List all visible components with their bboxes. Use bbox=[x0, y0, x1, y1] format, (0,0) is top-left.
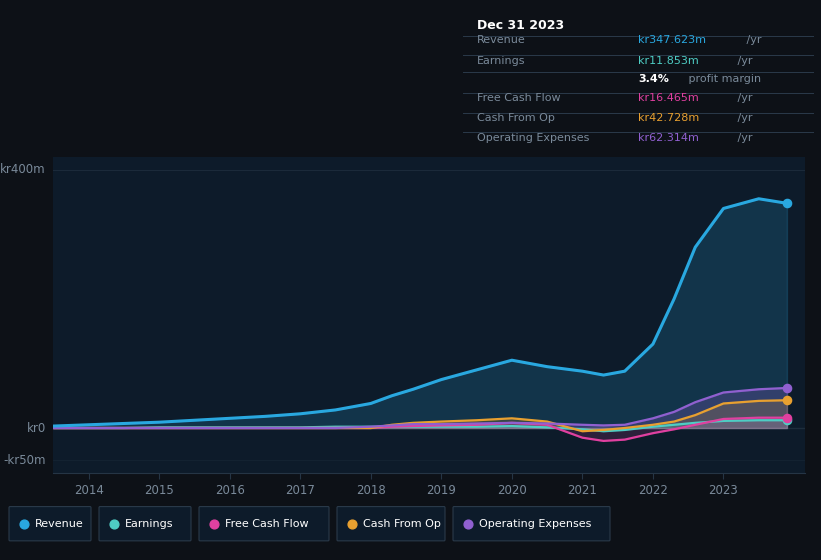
Text: Revenue: Revenue bbox=[477, 35, 525, 45]
Text: Free Cash Flow: Free Cash Flow bbox=[477, 94, 561, 104]
Text: kr62.314m: kr62.314m bbox=[639, 133, 699, 143]
Point bbox=[781, 413, 794, 422]
Text: Dec 31 2023: Dec 31 2023 bbox=[477, 19, 564, 32]
Text: Revenue: Revenue bbox=[35, 519, 84, 529]
Text: Earnings: Earnings bbox=[125, 519, 173, 529]
Text: kr16.465m: kr16.465m bbox=[639, 94, 699, 104]
Text: kr400m: kr400m bbox=[0, 163, 46, 176]
Text: Earnings: Earnings bbox=[477, 57, 525, 66]
Text: /yr: /yr bbox=[734, 113, 752, 123]
Point bbox=[346, 519, 359, 528]
Point bbox=[781, 199, 794, 208]
Point bbox=[208, 519, 221, 528]
Point bbox=[781, 396, 794, 405]
Text: /yr: /yr bbox=[734, 94, 752, 104]
Text: /yr: /yr bbox=[734, 57, 752, 66]
Text: /yr: /yr bbox=[744, 35, 762, 45]
Text: Cash From Op: Cash From Op bbox=[363, 519, 441, 529]
Text: kr347.623m: kr347.623m bbox=[639, 35, 706, 45]
Text: Operating Expenses: Operating Expenses bbox=[477, 133, 589, 143]
Text: profit margin: profit margin bbox=[685, 74, 761, 83]
Text: Cash From Op: Cash From Op bbox=[477, 113, 555, 123]
Point bbox=[17, 519, 30, 528]
Point bbox=[781, 416, 794, 424]
Point bbox=[781, 384, 794, 393]
Text: Operating Expenses: Operating Expenses bbox=[479, 519, 591, 529]
FancyBboxPatch shape bbox=[199, 507, 329, 541]
FancyBboxPatch shape bbox=[99, 507, 191, 541]
FancyBboxPatch shape bbox=[337, 507, 445, 541]
Text: -kr50m: -kr50m bbox=[3, 454, 46, 467]
FancyBboxPatch shape bbox=[9, 507, 91, 541]
Text: kr42.728m: kr42.728m bbox=[639, 113, 699, 123]
Point bbox=[461, 519, 475, 528]
Point bbox=[108, 519, 121, 528]
Text: kr0: kr0 bbox=[26, 422, 46, 435]
FancyBboxPatch shape bbox=[453, 507, 610, 541]
Text: Free Cash Flow: Free Cash Flow bbox=[225, 519, 309, 529]
Text: kr11.853m: kr11.853m bbox=[639, 57, 699, 66]
Text: /yr: /yr bbox=[734, 133, 752, 143]
Text: 3.4%: 3.4% bbox=[639, 74, 669, 83]
